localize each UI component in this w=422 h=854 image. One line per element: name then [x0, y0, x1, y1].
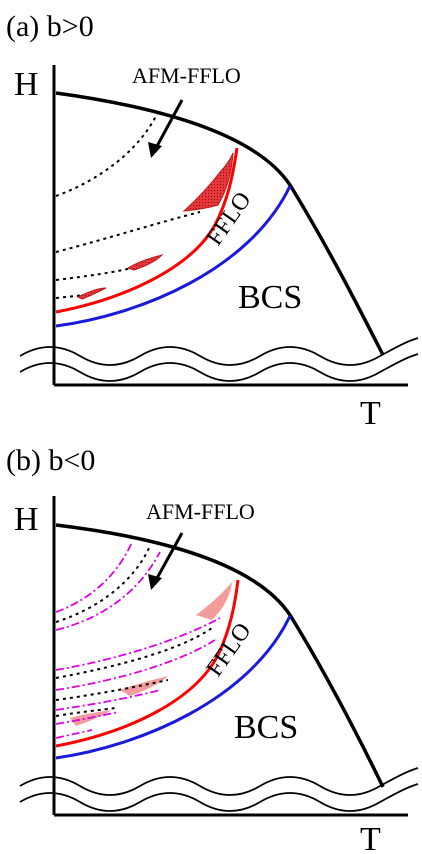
- panel-a-shaded-region: [126, 254, 164, 271]
- panel-b-label: (b) b<0: [6, 444, 95, 477]
- panel-b-dashdot-line: [55, 639, 216, 691]
- panel-a-afm-fflo-label: AFM-FFLO: [132, 63, 241, 88]
- panel-a: (a) b>0 H T AFM-FFLO FFLO BC: [6, 10, 419, 432]
- panel-b-shaded-region: [196, 582, 232, 620]
- panel-b-dashdot-line: [55, 541, 133, 613]
- panel-b-dotted-line: [55, 707, 117, 717]
- panel-b-dashdot-line: [55, 551, 161, 631]
- panel-a-arrow: [154, 99, 184, 149]
- panel-b-axis-t-label: T: [360, 821, 381, 854]
- panel-b-afm-fflo-label: AFM-FFLO: [146, 499, 255, 524]
- panel-a-bcs-label: BCS: [238, 279, 302, 316]
- panel-b-bcs-label: BCS: [234, 709, 298, 746]
- panel-a-dotted-line: [55, 111, 159, 197]
- panel-b-break-line: [19, 767, 419, 796]
- panel-b-dotted-lines: [55, 545, 213, 717]
- panel-a-break-line: [19, 337, 419, 366]
- panel-a-dotted-line: [55, 294, 85, 299]
- panel-a-dotted-lines: [55, 111, 201, 299]
- panel-a-arrow-head: [148, 142, 162, 158]
- panel-a-outer-boundary: [55, 91, 385, 356]
- panel-b: (b) b<0 H T: [6, 444, 419, 854]
- panel-b-arrow: [154, 532, 184, 581]
- panel-a-fflo-bcs-line: [55, 185, 292, 328]
- panel-b-outer-boundary: [55, 523, 385, 788]
- panel-b-break-line: [19, 783, 419, 812]
- panel-b-first-order-line: [55, 579, 240, 748]
- panel-b-dotted-line: [55, 627, 213, 679]
- panel-b-dashdot-line: [55, 689, 161, 711]
- panel-a-shaded-region: [76, 287, 107, 300]
- panel-a-axis-break: [19, 337, 419, 382]
- panel-a-dotted-line: [55, 267, 133, 281]
- panel-b-axis-break: [19, 767, 419, 812]
- panel-b-dotted-line: [55, 545, 151, 623]
- panel-a-break-line: [19, 353, 419, 382]
- panel-a-first-order-line: [55, 147, 239, 314]
- panel-a-axis-h-label: H: [14, 66, 39, 103]
- panel-a-label: (a) b>0: [6, 10, 94, 43]
- panel-b-axis-h-label: H: [14, 501, 39, 538]
- panel-b-shaded-region: [120, 676, 168, 696]
- panel-a-first-order-shading: [76, 152, 234, 300]
- panel-b-fflo-bcs-line: [55, 615, 292, 760]
- panel-a-dotted-line: [55, 211, 201, 253]
- panel-b-arrow-head: [148, 574, 162, 590]
- panel-b-dashdot-lines: [55, 541, 221, 739]
- panel-b-dashdot-line: [55, 617, 221, 671]
- panel-a-shaded-region: [182, 152, 234, 212]
- panel-b-dashdot-line: [55, 711, 119, 725]
- panel-b-dashdot-line: [55, 729, 93, 739]
- panel-a-axis-t-label: T: [360, 395, 381, 432]
